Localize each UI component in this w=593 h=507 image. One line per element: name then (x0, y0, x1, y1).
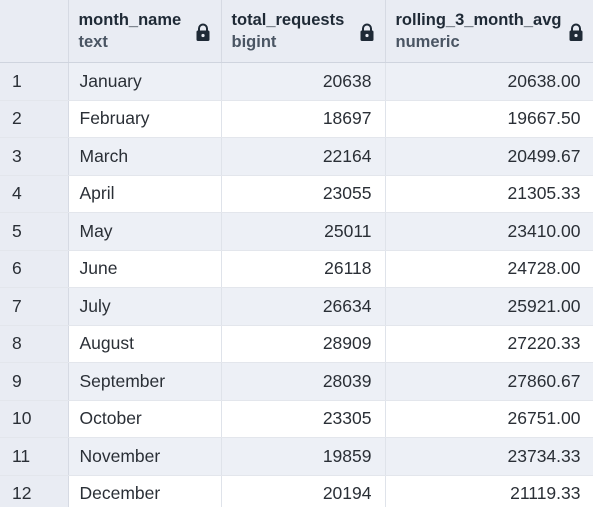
cell-rolling-avg[interactable]: 23734.33 (385, 437, 593, 476)
table-row[interactable]: 9 September 28039 27860.67 (0, 362, 593, 401)
cell-rolling-avg[interactable]: 25921.00 (385, 287, 593, 326)
cell-rolling-avg[interactable]: 20499.67 (385, 137, 593, 176)
cell-month-name[interactable]: December (68, 475, 222, 507)
cell-total-requests[interactable]: 23055 (221, 175, 386, 213)
column-name: month_name (78, 11, 182, 29)
cell-month-name[interactable]: September (68, 362, 222, 401)
row-number[interactable]: 10 (0, 400, 69, 438)
column-header-month-name[interactable]: month_name text (68, 0, 222, 63)
table-row[interactable]: 4 April 23055 21305.33 (0, 175, 593, 213)
cell-total-requests[interactable]: 26634 (221, 287, 386, 326)
cell-month-name[interactable]: May (68, 212, 222, 251)
row-number[interactable]: 8 (0, 325, 69, 363)
column-header-rolling-3-month-avg[interactable]: rolling_3_month_avg numeric (385, 0, 593, 63)
cell-rolling-avg[interactable]: 24728.00 (385, 250, 593, 288)
cell-month-name[interactable]: July (68, 287, 222, 326)
cell-month-name[interactable]: January (68, 62, 222, 101)
row-number[interactable]: 1 (0, 62, 69, 101)
cell-rolling-avg[interactable]: 23410.00 (385, 212, 593, 251)
column-name: total_requests (231, 11, 345, 29)
row-number[interactable]: 2 (0, 100, 69, 138)
table-row[interactable]: 11 November 19859 23734.33 (0, 437, 593, 476)
column-header-total-requests[interactable]: total_requests bigint (221, 0, 386, 63)
cell-rolling-avg[interactable]: 19667.50 (385, 100, 593, 138)
row-number[interactable]: 5 (0, 212, 69, 251)
cell-total-requests[interactable]: 28909 (221, 325, 386, 363)
cell-total-requests[interactable]: 20194 (221, 475, 386, 507)
cell-month-name[interactable]: November (68, 437, 222, 476)
table-row[interactable]: 8 August 28909 27220.33 (0, 325, 593, 363)
cell-month-name[interactable]: February (68, 100, 222, 138)
row-number[interactable]: 9 (0, 362, 69, 401)
cell-total-requests[interactable]: 25011 (221, 212, 386, 251)
row-number[interactable]: 12 (0, 475, 69, 507)
column-type: bigint (231, 33, 277, 51)
lock-icon (360, 23, 373, 41)
table-row[interactable]: 7 July 26634 25921.00 (0, 287, 593, 326)
cell-rolling-avg[interactable]: 27860.67 (385, 362, 593, 401)
lock-icon (569, 23, 582, 41)
cell-month-name[interactable]: March (68, 137, 222, 176)
cell-total-requests[interactable]: 19859 (221, 437, 386, 476)
cell-month-name[interactable]: June (68, 250, 222, 288)
header-row: month_name text total_requests bigint (0, 0, 593, 63)
cell-total-requests[interactable]: 28039 (221, 362, 386, 401)
cell-total-requests[interactable]: 20638 (221, 62, 386, 101)
select-all-corner[interactable] (0, 0, 69, 63)
cell-rolling-avg[interactable]: 20638.00 (385, 62, 593, 101)
table-row[interactable]: 5 May 25011 23410.00 (0, 212, 593, 251)
table-row[interactable]: 3 March 22164 20499.67 (0, 137, 593, 176)
lock-icon (196, 23, 209, 41)
column-name: rolling_3_month_avg (395, 11, 562, 29)
cell-rolling-avg[interactable]: 26751.00 (385, 400, 593, 438)
table-row[interactable]: 1 January 20638 20638.00 (0, 62, 593, 101)
row-number[interactable]: 7 (0, 287, 69, 326)
column-type: text (78, 33, 108, 51)
table-row[interactable]: 12 December 20194 21119.33 (0, 475, 593, 507)
cell-rolling-avg[interactable]: 21119.33 (385, 475, 593, 507)
cell-total-requests[interactable]: 26118 (221, 250, 386, 288)
row-number[interactable]: 3 (0, 137, 69, 176)
row-number[interactable]: 11 (0, 437, 69, 476)
cell-total-requests[interactable]: 23305 (221, 400, 386, 438)
cell-month-name[interactable]: October (68, 400, 222, 438)
table-row[interactable]: 6 June 26118 24728.00 (0, 250, 593, 288)
cell-rolling-avg[interactable]: 27220.33 (385, 325, 593, 363)
table-row[interactable]: 10 October 23305 26751.00 (0, 400, 593, 438)
row-number[interactable]: 4 (0, 175, 69, 213)
cell-total-requests[interactable]: 18697 (221, 100, 386, 138)
cell-month-name[interactable]: April (68, 175, 222, 213)
row-number[interactable]: 6 (0, 250, 69, 288)
cell-month-name[interactable]: August (68, 325, 222, 363)
column-type: numeric (395, 33, 460, 51)
cell-rolling-avg[interactable]: 21305.33 (385, 175, 593, 213)
table-row[interactable]: 2 February 18697 19667.50 (0, 100, 593, 138)
cell-total-requests[interactable]: 22164 (221, 137, 386, 176)
